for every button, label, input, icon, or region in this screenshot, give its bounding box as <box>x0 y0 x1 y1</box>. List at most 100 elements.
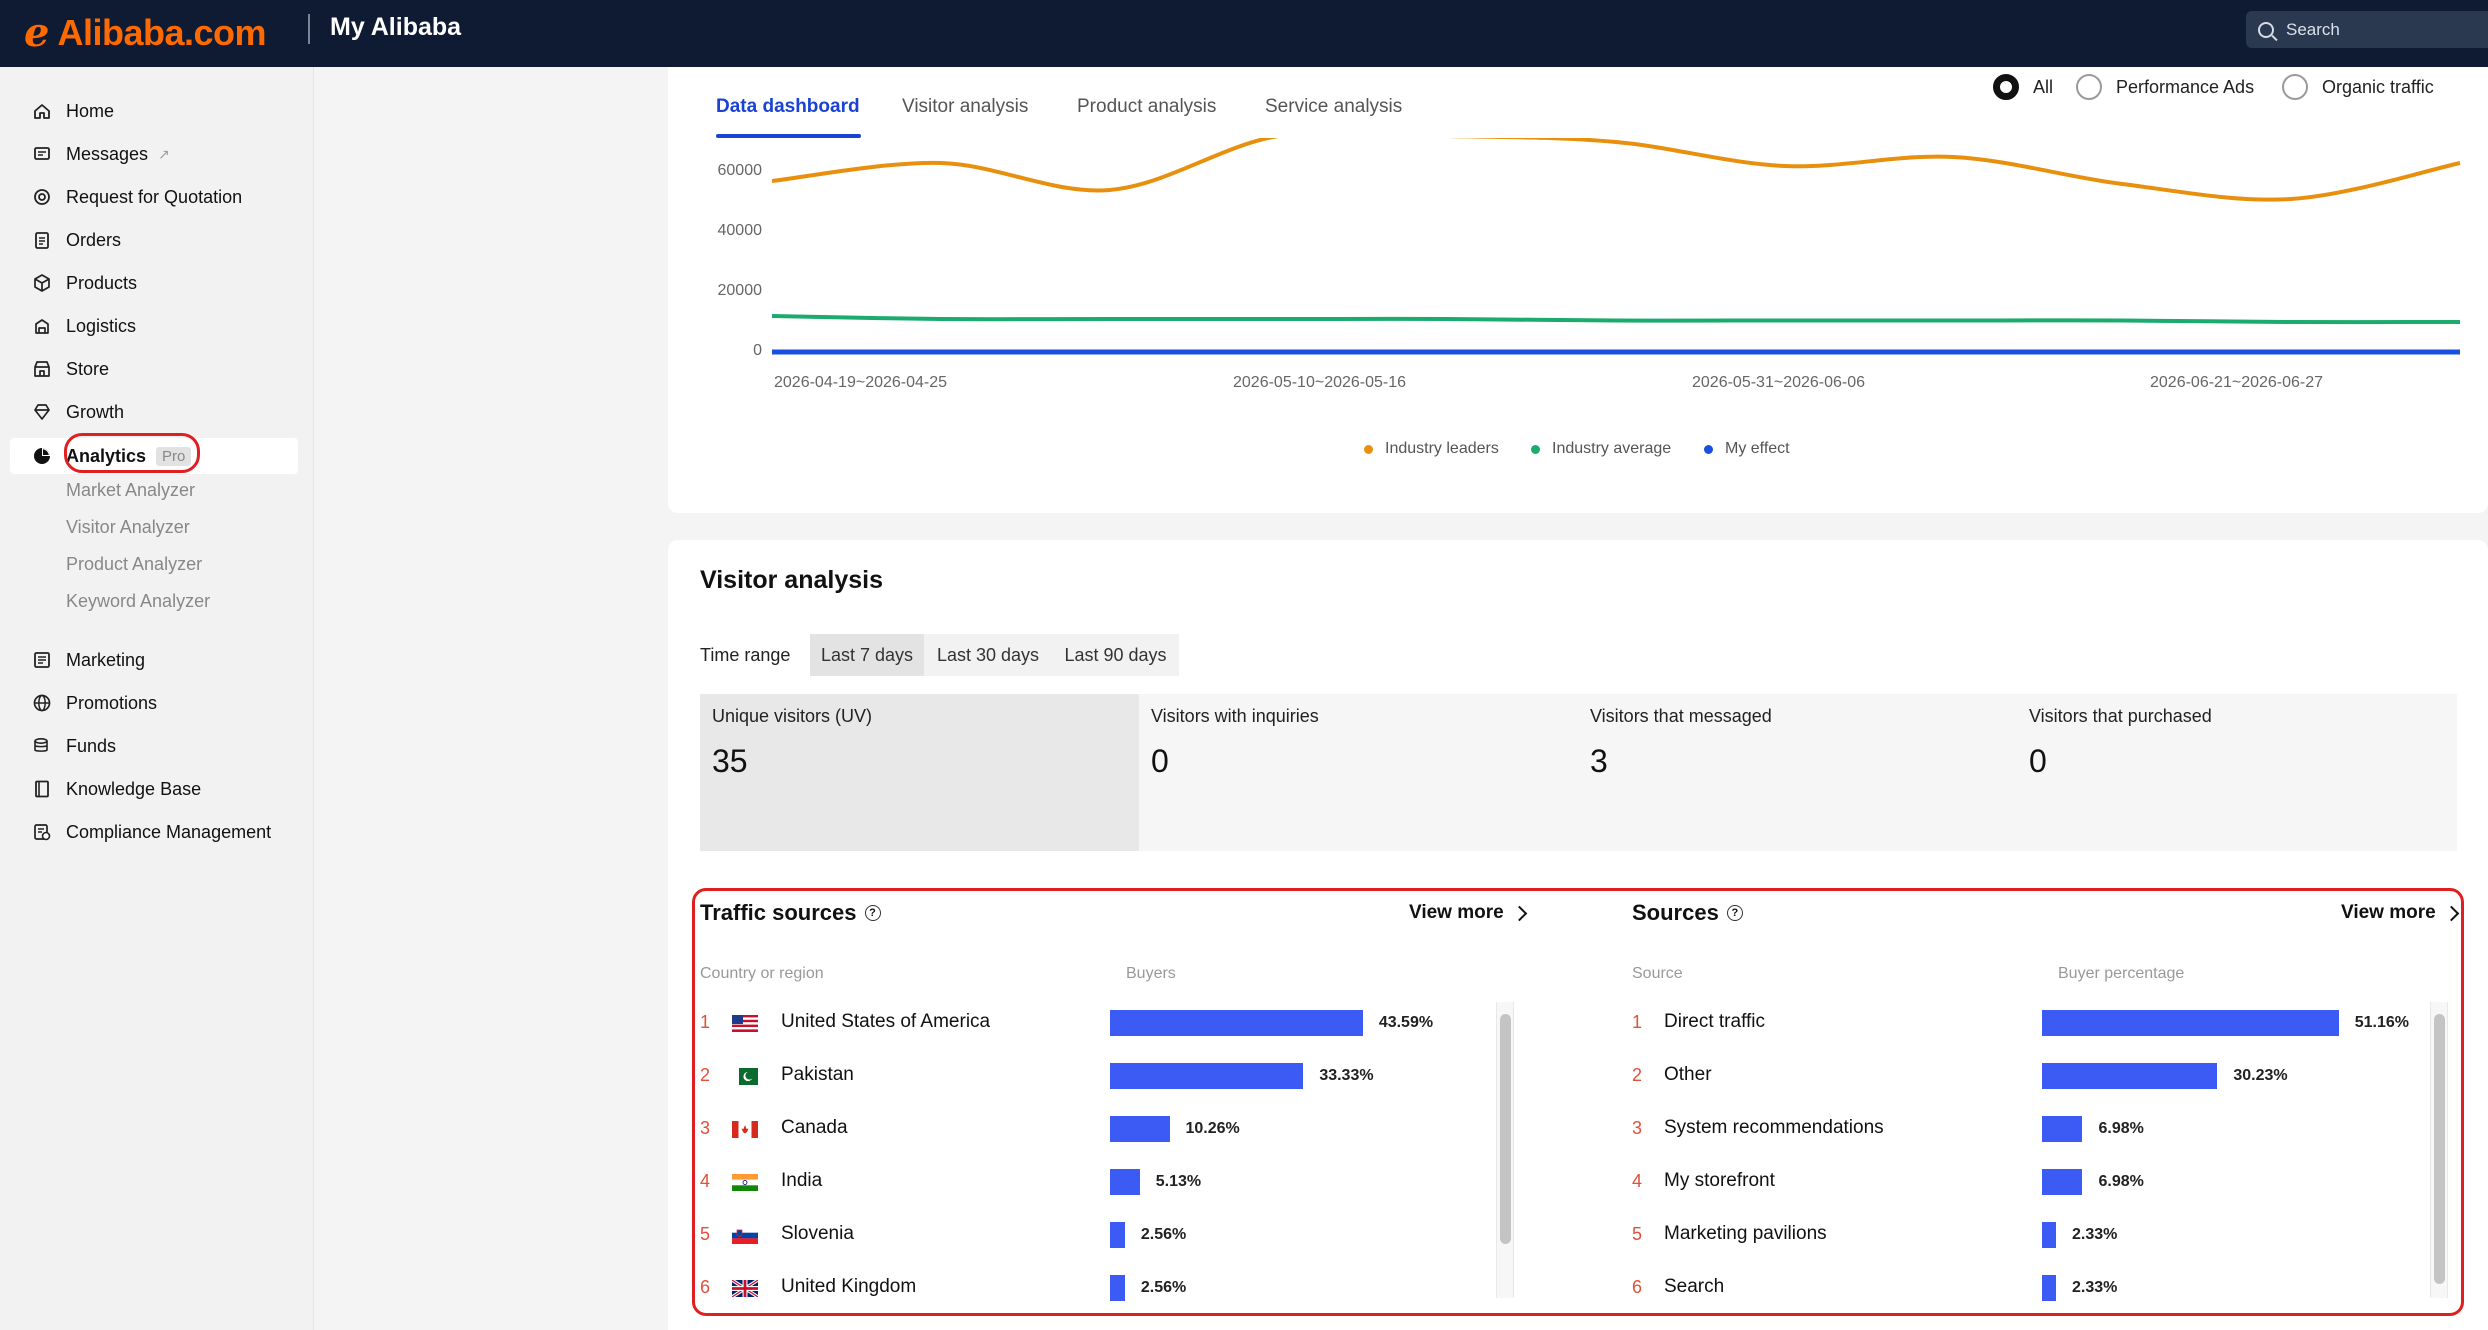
sidebar-item-store[interactable]: Store <box>10 351 298 387</box>
book-icon <box>32 779 52 799</box>
percentage-value: 33.33% <box>1319 1067 1374 1084</box>
sidebar-item-analytics[interactable]: Analytics Pro <box>10 438 298 474</box>
percentage-bar <box>2042 1116 2083 1142</box>
percentage-value: 6.98% <box>2098 1173 2144 1190</box>
percentage-bar <box>2042 1169 2083 1195</box>
tab-visitor-analysis[interactable]: Visitor analysis <box>902 96 1029 117</box>
traffic-sources-scrollbar[interactable] <box>1496 1002 1514 1298</box>
sidebar-item-products[interactable]: Products <box>10 265 298 301</box>
sidebar-item-label: Request for Quotation <box>66 186 243 207</box>
trend-line-chart <box>771 138 2461 355</box>
time-range-last-7-days[interactable]: Last 7 days <box>810 634 924 676</box>
sidebar-item-label: Store <box>66 358 110 379</box>
help-icon[interactable]: ? <box>864 905 881 921</box>
view-more-traffic-sources[interactable]: View more <box>1409 902 1527 924</box>
y-tick-label: 60000 <box>717 162 763 179</box>
header-divider <box>308 14 310 44</box>
radio-checked-icon[interactable] <box>1993 74 2019 100</box>
logo-text: Alibaba.com <box>57 12 267 53</box>
stat-value: 35 <box>712 743 748 779</box>
view-more-sources[interactable]: View more <box>2341 902 2459 924</box>
legend-label: My effect <box>1725 440 1790 457</box>
legend-label: Industry leaders <box>1385 440 1499 457</box>
rank-number: 5 <box>700 1224 711 1244</box>
sidebar-item-label: Products <box>66 272 138 293</box>
legend-industry-average[interactable]: Industry average <box>1531 440 1671 458</box>
percentage-bar <box>2042 1222 2056 1248</box>
sidebar-item-knowledge-base[interactable]: Knowledge Base <box>10 771 298 807</box>
sidebar-subitem-market-analyzer[interactable]: Market Analyzer <box>66 480 196 500</box>
pie-chart-icon <box>32 446 52 466</box>
sidebar-item-orders[interactable]: Orders <box>10 222 298 258</box>
search-input[interactable] <box>2286 19 2466 40</box>
time-range-last-90-days[interactable]: Last 90 days <box>1052 634 1179 676</box>
row-name: Pakistan <box>781 1064 854 1085</box>
scrollbar-thumb[interactable] <box>1500 1014 1511 1244</box>
stat-card-unique-visitors[interactable]: Unique visitors (UV) 35 <box>700 694 1139 851</box>
sidebar-item-funds[interactable]: Funds <box>10 728 298 764</box>
radio-unchecked-icon[interactable] <box>2076 74 2102 100</box>
tab-data-dashboard[interactable]: Data dashboard <box>716 96 860 117</box>
legend-label: Industry average <box>1552 440 1672 457</box>
x-tick-label: 2026-05-10~2026-05-16 <box>1233 374 1407 391</box>
scrollbar-thumb[interactable] <box>2434 1014 2445 1284</box>
tab-service-analysis[interactable]: Service analysis <box>1265 96 1403 117</box>
sidebar-item-logistics[interactable]: Logistics <box>10 308 298 344</box>
sidebar-subitem-visitor-analyzer[interactable]: Visitor Analyzer <box>66 517 190 537</box>
section-title-visitor-analysis: Visitor analysis <box>700 566 883 594</box>
rank-number: 3 <box>1632 1118 1643 1138</box>
sidebar-item-promotions[interactable]: Promotions <box>10 685 298 721</box>
marketing-icon <box>32 650 52 670</box>
y-tick-label: 40000 <box>717 222 763 239</box>
coins-icon <box>32 736 52 756</box>
si-flag-icon <box>732 1227 758 1244</box>
percentage-value: 30.23% <box>2233 1067 2288 1084</box>
stat-card-visitors-that-messaged[interactable]: Visitors that messaged 3 <box>1578 694 2017 851</box>
sidebar-subitem-keyword-analyzer[interactable]: Keyword Analyzer <box>66 591 211 611</box>
legend-dot-icon <box>1531 444 1540 454</box>
radio-performance-ads[interactable]: Performance Ads <box>2076 74 2254 100</box>
time-range-last-30-days[interactable]: Last 30 days <box>924 634 1052 676</box>
x-tick-label: 2026-06-21~2026-06-27 <box>2150 374 2324 391</box>
sidebar-item-marketing[interactable]: Marketing <box>10 642 298 678</box>
legend-industry-leaders[interactable]: Industry leaders <box>1364 440 1499 458</box>
rank-number: 1 <box>700 1012 711 1032</box>
sidebar-item-compliance-management[interactable]: Compliance Management <box>10 814 298 850</box>
radio-all[interactable]: All <box>1993 74 2053 100</box>
radio-organic-traffic[interactable]: Organic traffic <box>2282 74 2434 100</box>
sidebar <box>0 67 314 1330</box>
rank-number: 2 <box>700 1065 711 1085</box>
stat-card-visitors-that-purchased[interactable]: Visitors that purchased 0 <box>2017 694 2457 851</box>
view-more-label: View more <box>2341 902 2436 923</box>
alibaba-logo[interactable]: ℯ Alibaba.com <box>24 8 267 58</box>
sidebar-subitem-product-analyzer[interactable]: Product Analyzer <box>66 554 203 574</box>
percentage-value: 2.33% <box>2072 1279 2118 1296</box>
legend-my-effect[interactable]: My effect <box>1704 440 1790 458</box>
sidebar-item-label: Orders <box>66 229 122 250</box>
sidebar-item-request-for-quotation[interactable]: Request for Quotation <box>10 179 298 215</box>
search-box[interactable] <box>2246 11 2488 48</box>
tab-product-analysis[interactable]: Product analysis <box>1077 96 1217 117</box>
percentage-bar <box>1110 1169 1140 1195</box>
row-name: Search <box>1664 1276 1725 1297</box>
percentage-value: 5.13% <box>1155 1173 1202 1190</box>
sidebar-item-messages[interactable]: Messages ↗ <box>10 136 298 172</box>
sidebar-item-home[interactable]: Home <box>10 93 298 129</box>
help-icon[interactable]: ? <box>1726 905 1743 921</box>
in-flag-icon <box>732 1174 758 1191</box>
percentage-bar <box>2042 1275 2056 1301</box>
sidebar-item-label: Messages <box>66 143 149 164</box>
search-icon <box>2258 21 2274 38</box>
gb-flag-icon <box>732 1280 758 1297</box>
rank-number: 6 <box>700 1277 711 1297</box>
sidebar-item-label: Knowledge Base <box>66 778 202 799</box>
sidebar-item-growth[interactable]: Growth <box>10 394 298 430</box>
x-tick-label: 2026-05-31~2026-06-06 <box>1692 374 1866 391</box>
percentage-bar <box>1110 1275 1125 1301</box>
percentage-value: 2.33% <box>2072 1226 2118 1243</box>
x-tick-label: 2026-04-19~2026-04-25 <box>774 374 948 391</box>
stat-card-visitors-with-inquiries[interactable]: Visitors with inquiries 0 <box>1139 694 1578 851</box>
stat-label: Visitors that purchased <box>2029 706 2212 726</box>
radio-unchecked-icon[interactable] <box>2282 74 2308 100</box>
sources-scrollbar[interactable] <box>2430 1002 2448 1298</box>
